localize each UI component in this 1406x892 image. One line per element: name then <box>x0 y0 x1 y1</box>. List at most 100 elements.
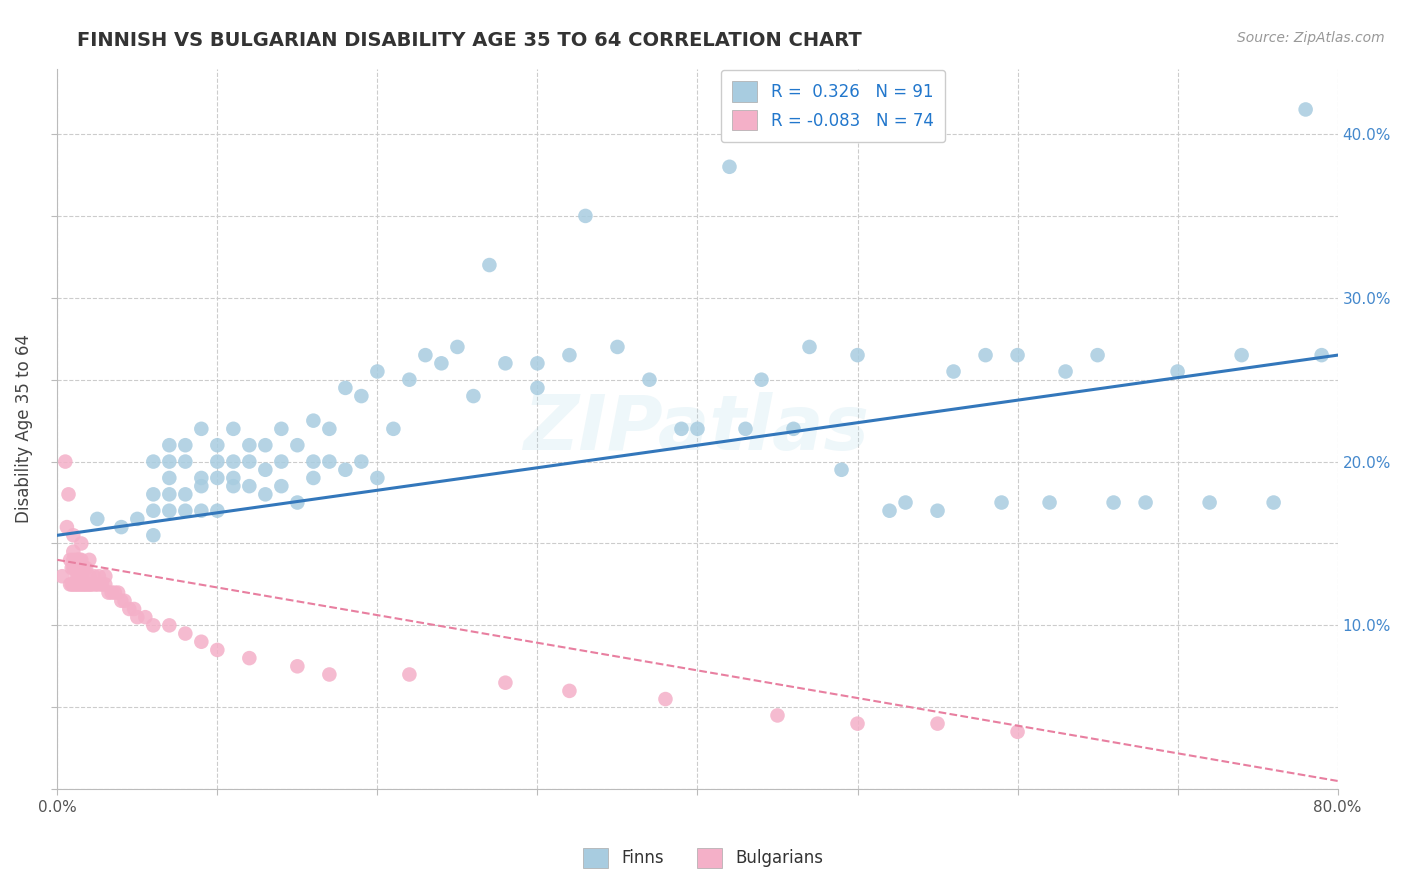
Point <box>879 504 901 518</box>
Point <box>174 504 197 518</box>
Point <box>118 602 141 616</box>
Point <box>415 348 437 362</box>
Point <box>157 487 180 501</box>
Point <box>51 569 73 583</box>
Point <box>190 504 212 518</box>
Point <box>302 454 325 468</box>
Point <box>190 634 212 648</box>
Point <box>366 471 388 485</box>
Point <box>127 610 149 624</box>
Point <box>122 602 145 616</box>
Point <box>238 454 260 468</box>
Point <box>79 553 101 567</box>
Point <box>318 422 340 436</box>
Point <box>157 618 180 632</box>
Point <box>65 577 87 591</box>
Point <box>222 471 245 485</box>
Point <box>174 454 197 468</box>
Point <box>335 381 357 395</box>
Point <box>222 422 245 436</box>
Text: ZIPatlas: ZIPatlas <box>524 392 870 466</box>
Point <box>1102 495 1125 509</box>
Point <box>463 389 485 403</box>
Point <box>927 716 949 731</box>
Point <box>654 692 676 706</box>
Point <box>894 495 917 509</box>
Point <box>846 348 869 362</box>
Point <box>558 684 581 698</box>
Point <box>70 536 93 550</box>
Point <box>207 504 229 518</box>
Point <box>382 422 405 436</box>
Point <box>76 577 98 591</box>
Point <box>142 618 165 632</box>
Point <box>142 454 165 468</box>
Point <box>318 454 340 468</box>
Point <box>62 553 84 567</box>
Point <box>70 553 93 567</box>
Point <box>799 340 821 354</box>
Point <box>238 479 260 493</box>
Point <box>270 479 292 493</box>
Point <box>1007 348 1029 362</box>
Point <box>59 553 82 567</box>
Text: Source: ZipAtlas.com: Source: ZipAtlas.com <box>1237 31 1385 45</box>
Point <box>831 463 853 477</box>
Point <box>942 364 965 378</box>
Point <box>87 569 110 583</box>
Point <box>142 487 165 501</box>
Point <box>285 495 308 509</box>
Point <box>69 577 91 591</box>
Point <box>82 577 104 591</box>
Point <box>65 569 87 583</box>
Point <box>335 463 357 477</box>
Point <box>157 438 180 452</box>
Point <box>107 585 129 599</box>
Point <box>751 373 773 387</box>
Point <box>174 626 197 640</box>
Point <box>72 561 94 575</box>
Point <box>222 479 245 493</box>
Point <box>75 561 97 575</box>
Point <box>97 585 120 599</box>
Point <box>62 561 84 575</box>
Point <box>638 373 661 387</box>
Point <box>69 569 91 583</box>
Point <box>157 504 180 518</box>
Point <box>63 577 86 591</box>
Point <box>686 422 709 436</box>
Point <box>782 422 804 436</box>
Point <box>846 716 869 731</box>
Point <box>72 577 94 591</box>
Point <box>478 258 501 272</box>
Point <box>67 553 90 567</box>
Point <box>157 454 180 468</box>
Point <box>927 504 949 518</box>
Point <box>350 389 373 403</box>
Point <box>254 438 277 452</box>
Point <box>285 659 308 673</box>
Point <box>84 577 107 591</box>
Point <box>53 454 76 468</box>
Point <box>70 569 93 583</box>
Legend: Finns, Bulgarians: Finns, Bulgarians <box>576 841 830 875</box>
Point <box>526 381 548 395</box>
Point <box>990 495 1012 509</box>
Point <box>1310 348 1333 362</box>
Point <box>1038 495 1060 509</box>
Point <box>60 561 83 575</box>
Point <box>59 577 82 591</box>
Point <box>302 471 325 485</box>
Point <box>446 340 468 354</box>
Point <box>127 512 149 526</box>
Point <box>75 577 97 591</box>
Point <box>63 561 86 575</box>
Point <box>62 577 84 591</box>
Point <box>58 487 80 501</box>
Point <box>80 577 103 591</box>
Point <box>285 438 308 452</box>
Point <box>94 577 117 591</box>
Point <box>91 577 114 591</box>
Point <box>222 454 245 468</box>
Point <box>207 454 229 468</box>
